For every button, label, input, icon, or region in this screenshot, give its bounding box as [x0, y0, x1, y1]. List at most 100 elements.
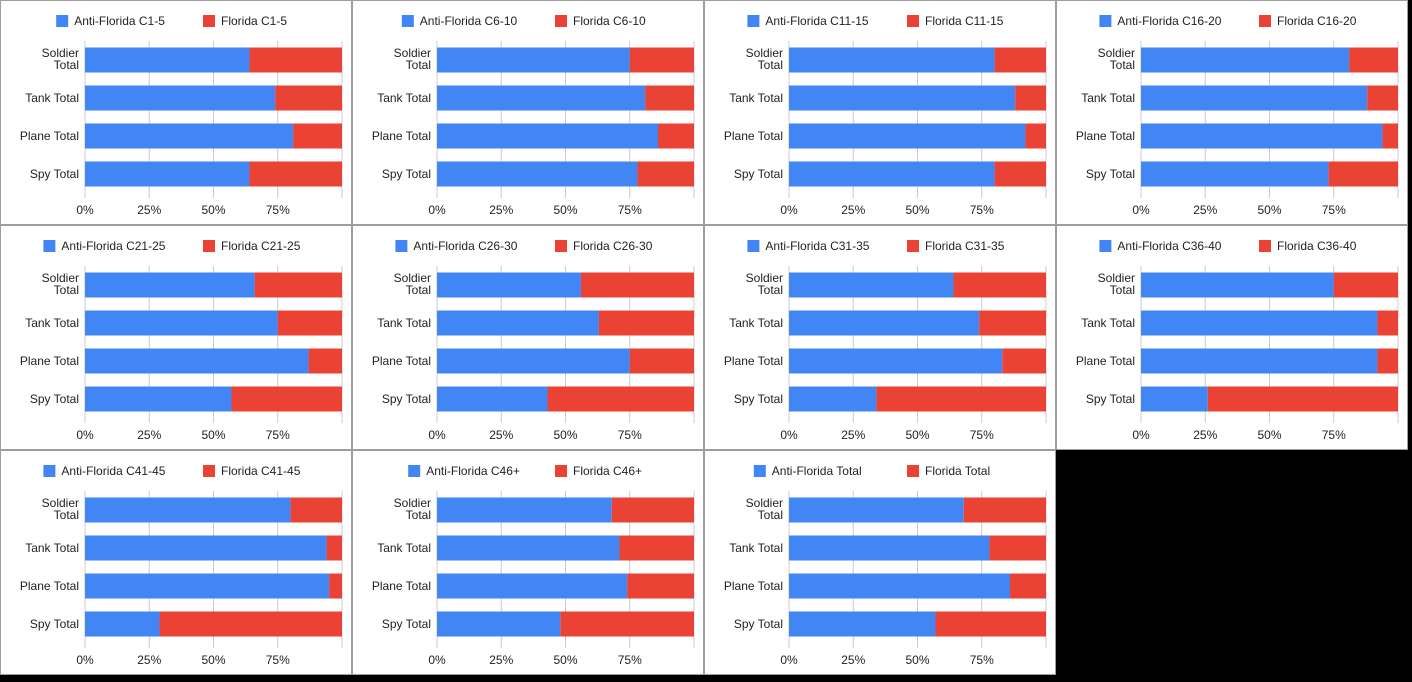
bar-anti-florida [1141, 272, 1334, 298]
bar-florida [611, 497, 694, 523]
category-label: Tank Total [729, 541, 783, 555]
bar-anti-florida [1141, 85, 1368, 111]
x-tick-label: 25% [137, 203, 161, 217]
legend-label: Florida C11-15 [925, 14, 1004, 28]
category-label: Plane Total [724, 579, 783, 593]
bar-anti-florida [789, 386, 877, 412]
bar-anti-florida [789, 611, 936, 637]
chart-panel: Anti-Florida C11-15 Florida C11-15 Soldier… [704, 0, 1056, 225]
category-label: Tank Total [377, 91, 431, 105]
legend-swatch [203, 15, 215, 27]
x-tick-label: 50% [201, 428, 225, 442]
stacked-bar-chart: Anti-Florida C11-15 Florida C11-15 Soldier… [724, 14, 1047, 217]
x-tick-label: 50% [201, 653, 225, 667]
bar-florida [560, 611, 694, 637]
bar-anti-florida [789, 497, 964, 523]
bar-anti-florida [437, 497, 612, 523]
bar-florida [249, 161, 342, 187]
category-label: Plane Total [724, 354, 783, 368]
legend-swatch [1259, 15, 1271, 27]
category-label: Tank Total [729, 91, 783, 105]
bar-florida [308, 348, 342, 374]
category-label: Soldier Total [746, 271, 783, 297]
category-label: Spy Total [734, 392, 783, 406]
x-tick-label: 25% [137, 428, 161, 442]
legend: Anti-Florida C46+ Florida C46+ [408, 464, 642, 478]
category-label: Tank Total [377, 541, 431, 555]
legend-label: Florida C1-5 [221, 14, 287, 28]
bar-florida [547, 386, 694, 412]
x-tick-label: 50% [905, 653, 929, 667]
x-tick-label: 0% [428, 428, 446, 442]
x-tick-label: 75% [266, 203, 290, 217]
stacked-bar-chart: Anti-Florida C31-35 Florida C31-35 Soldier… [724, 239, 1047, 442]
category-label: Spy Total [30, 392, 79, 406]
bar-florida [1010, 573, 1046, 599]
legend-label: Anti-Florida C16-20 [1117, 14, 1221, 28]
legend-swatch [555, 240, 567, 252]
category-label: Plane Total [372, 354, 431, 368]
x-tick-label: 0% [76, 653, 94, 667]
bar-anti-florida [1141, 123, 1383, 149]
chart-panel: Anti-Florida C26-30 Florida C26-30 Soldier… [352, 225, 704, 450]
chart-panel: Anti-Florida C36-40 Florida C36-40 Soldier… [1056, 225, 1408, 450]
legend-swatch [203, 465, 215, 477]
legend: Anti-Florida Total Florida Total [753, 464, 990, 478]
x-tick-label: 50% [553, 203, 577, 217]
legend: Anti-Florida C6-10 Florida C6-10 [401, 14, 646, 28]
legend-label: Anti-Florida Total [772, 464, 862, 478]
x-tick-label: 50% [201, 203, 225, 217]
bar-anti-florida [437, 310, 599, 336]
legend: Anti-Florida C31-35 Florida C31-35 [747, 239, 1005, 253]
bar-anti-florida [789, 47, 995, 73]
legend: Anti-Florida C16-20 Florida C16-20 [1099, 14, 1357, 28]
legend-label: Florida C46+ [573, 464, 642, 478]
bar-florida [1025, 123, 1046, 149]
bar-anti-florida [437, 47, 630, 73]
bar-anti-florida [85, 85, 276, 111]
bar-anti-florida [789, 85, 1016, 111]
bar-anti-florida [437, 348, 630, 374]
bar-florida [1377, 348, 1398, 374]
bar-florida [580, 272, 694, 298]
bar-florida [1367, 85, 1398, 111]
stacked-bar-chart: Anti-Florida C41-45 Florida C41-45 Soldier… [20, 464, 343, 667]
x-tick-label: 75% [1322, 428, 1346, 442]
legend-label: Anti-Florida C41-45 [61, 464, 165, 478]
bar-florida [159, 611, 342, 637]
legend-label: Anti-Florida C1-5 [74, 14, 165, 28]
chart-panel: Anti-Florida C46+ Florida C46+ Soldier Tota… [352, 450, 704, 675]
x-tick-label: 75% [970, 428, 994, 442]
x-tick-label: 25% [841, 653, 865, 667]
category-label: Soldier Total [394, 496, 431, 522]
category-label: Tank Total [377, 316, 431, 330]
bar-anti-florida [1141, 161, 1329, 187]
bar-florida [293, 123, 342, 149]
legend-swatch [1099, 15, 1112, 27]
legend-swatch [907, 240, 919, 252]
category-label: Tank Total [1081, 316, 1135, 330]
legend-label: Florida C36-40 [1277, 239, 1357, 253]
category-label: Spy Total [1086, 392, 1135, 406]
x-tick-label: 0% [76, 203, 94, 217]
bar-anti-florida [85, 161, 250, 187]
category-label: Soldier Total [42, 271, 79, 297]
chart-panel: Anti-Florida Total Florida Total Soldier To… [704, 450, 1056, 675]
category-label: Soldier Total [1098, 46, 1135, 72]
legend-swatch [753, 465, 766, 477]
legend-label: Florida C21-25 [221, 239, 301, 253]
x-tick-label: 0% [780, 428, 798, 442]
legend-label: Anti-Florida C11-15 [765, 14, 868, 28]
legend-swatch [747, 240, 760, 252]
bar-anti-florida [437, 611, 561, 637]
x-tick-label: 75% [970, 203, 994, 217]
legend-swatch [203, 240, 215, 252]
chart-panel: Anti-Florida C21-25 Florida C21-25 Soldier… [0, 225, 352, 450]
category-label: Spy Total [382, 392, 431, 406]
legend-label: Anti-Florida C46+ [426, 464, 520, 478]
legend-label: Florida C26-30 [573, 239, 653, 253]
bar-florida [231, 386, 342, 412]
bar-florida [326, 535, 342, 561]
chart-panel: Anti-Florida C1-5 Florida C1-5 Soldier Tota… [0, 0, 352, 225]
x-tick-label: 25% [489, 428, 513, 442]
